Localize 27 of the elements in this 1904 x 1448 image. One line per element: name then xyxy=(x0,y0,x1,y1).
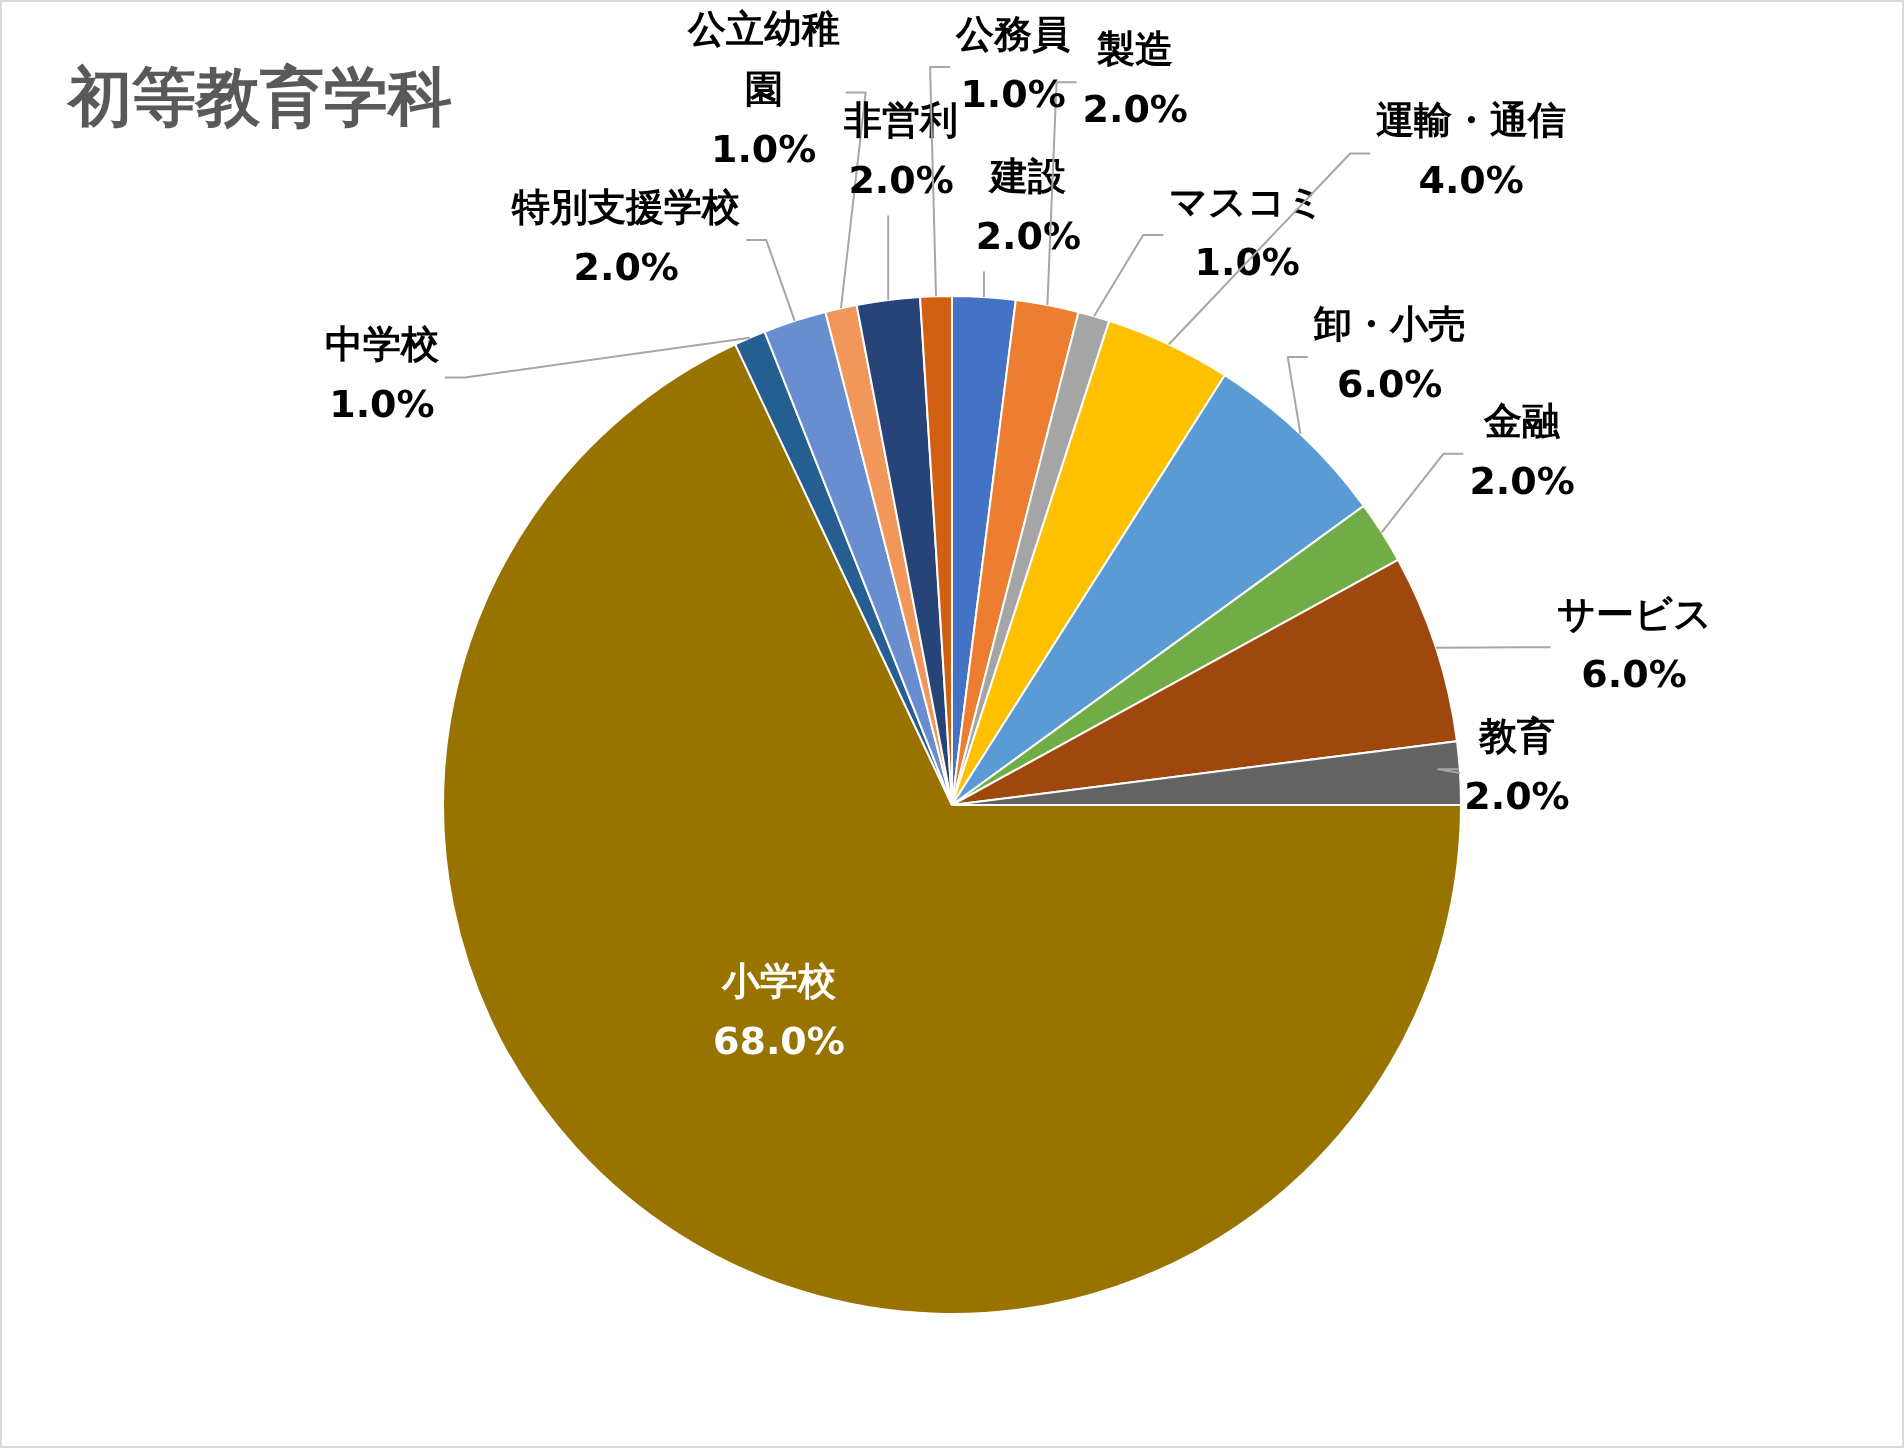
slice-label: 運輸・通信 xyxy=(1376,98,1567,143)
data-label: 2.0% xyxy=(1469,458,1575,503)
slice-label: 建設 xyxy=(987,154,1067,199)
slice-label: 金融 xyxy=(1483,398,1562,443)
slice-label: サービス xyxy=(1556,592,1712,637)
data-label: 6.0% xyxy=(1337,361,1443,406)
data-label: 2.0% xyxy=(573,244,679,289)
data-label: 6.0% xyxy=(1581,652,1687,697)
data-label: 4.0% xyxy=(1418,158,1524,203)
data-label: 1.0% xyxy=(710,127,817,172)
data-label: 1.0% xyxy=(960,71,1066,116)
data-label: 2.0% xyxy=(1082,87,1188,132)
data-label: 68.0% xyxy=(713,1018,845,1063)
slice-label: 特別支援学校 xyxy=(511,184,742,229)
data-label: 2.0% xyxy=(848,158,954,203)
slice-label: 小学校 xyxy=(720,958,837,1003)
slice-label: 卸・小売 xyxy=(1312,301,1466,346)
slice-label: 製造 xyxy=(1096,27,1174,72)
slice-label: 教育 xyxy=(1477,714,1555,759)
text: 初等教育学科 xyxy=(68,59,452,136)
slice-label: 中学校 xyxy=(324,322,440,367)
slice-label: 公務員 xyxy=(955,11,1071,56)
slice-label: 公立幼稚園 xyxy=(686,7,840,112)
data-label: 1.0% xyxy=(1194,239,1300,284)
data-label: 2.0% xyxy=(1464,774,1570,819)
data-label: 2.0% xyxy=(975,214,1082,259)
data-label: 1.0% xyxy=(329,382,435,427)
